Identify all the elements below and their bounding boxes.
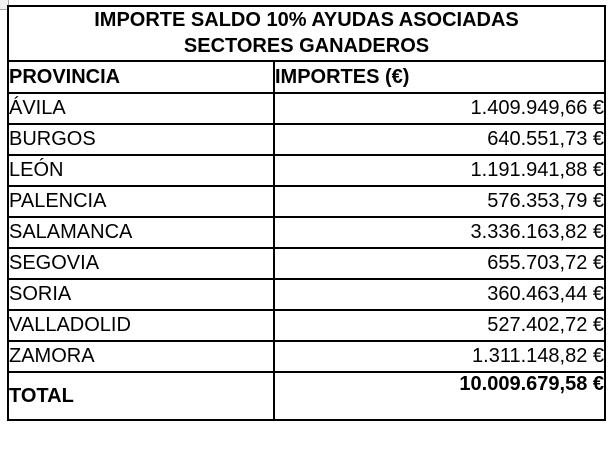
total-label: TOTAL <box>7 371 275 421</box>
importe-cell: 1.191.941,88 € <box>272 154 607 187</box>
table-title-line1: IMPORTE SALDO 10% AYUDAS ASOCIADAS <box>94 8 519 31</box>
provincia-cell: PALENCIA <box>7 185 275 218</box>
table-title-line2: SECTORES GANADEROS <box>183 34 430 57</box>
table-row: VALLADOLID 527.402,72 € <box>7 309 607 342</box>
table-title: IMPORTE SALDO 10% AYUDAS ASOCIADAS SECTO… <box>6 5 607 62</box>
importe-cell: 1.409.949,66 € <box>272 92 607 125</box>
provincia-cell: SORIA <box>7 278 275 311</box>
total-value: 10.009.679,58 € <box>272 371 607 421</box>
importe-cell: 655.703,72 € <box>272 247 607 280</box>
provincia-cell: ÁVILA <box>7 92 275 125</box>
table-row: ZAMORA 1.311.148,82 € <box>7 340 607 373</box>
provincia-cell: LEÓN <box>7 154 275 187</box>
provincia-cell: SEGOVIA <box>7 247 275 280</box>
provincia-cell: ZAMORA <box>7 340 275 373</box>
importe-cell: 360.463,44 € <box>272 278 607 311</box>
importe-cell: 527.402,72 € <box>272 309 607 342</box>
table-row: SEGOVIA 655.703,72 € <box>7 247 607 280</box>
title-row: IMPORTE SALDO 10% AYUDAS ASOCIADAS SECTO… <box>6 5 607 62</box>
saldo-table: IMPORTE SALDO 10% AYUDAS ASOCIADAS SECTO… <box>6 5 607 421</box>
table-row: BURGOS 640.551,73 € <box>7 123 607 156</box>
importe-cell: 3.336.163,82 € <box>272 216 607 249</box>
provincia-cell: SALAMANCA <box>7 216 275 249</box>
total-row: TOTAL 10.009.679,58 € <box>7 371 607 421</box>
table-row: ÁVILA 1.409.949,66 € <box>7 92 607 125</box>
provincia-cell: VALLADOLID <box>7 309 275 342</box>
header-row: PROVINCIA IMPORTES (€) <box>7 60 607 94</box>
importe-cell: 1.311.148,82 € <box>272 340 607 373</box>
table-row: SALAMANCA 3.336.163,82 € <box>7 216 607 249</box>
provincia-cell: BURGOS <box>7 123 275 156</box>
table-row: LEÓN 1.191.941,88 € <box>7 154 607 187</box>
table-row: PALENCIA 576.353,79 € <box>7 185 607 218</box>
saldo-table-container: IMPORTE SALDO 10% AYUDAS ASOCIADAS SECTO… <box>6 5 607 421</box>
column-header-importes: IMPORTES (€) <box>272 60 607 94</box>
column-header-provincia: PROVINCIA <box>7 60 275 94</box>
importe-cell: 576.353,79 € <box>272 185 607 218</box>
importe-cell: 640.551,73 € <box>272 123 607 156</box>
table-row: SORIA 360.463,44 € <box>7 278 607 311</box>
